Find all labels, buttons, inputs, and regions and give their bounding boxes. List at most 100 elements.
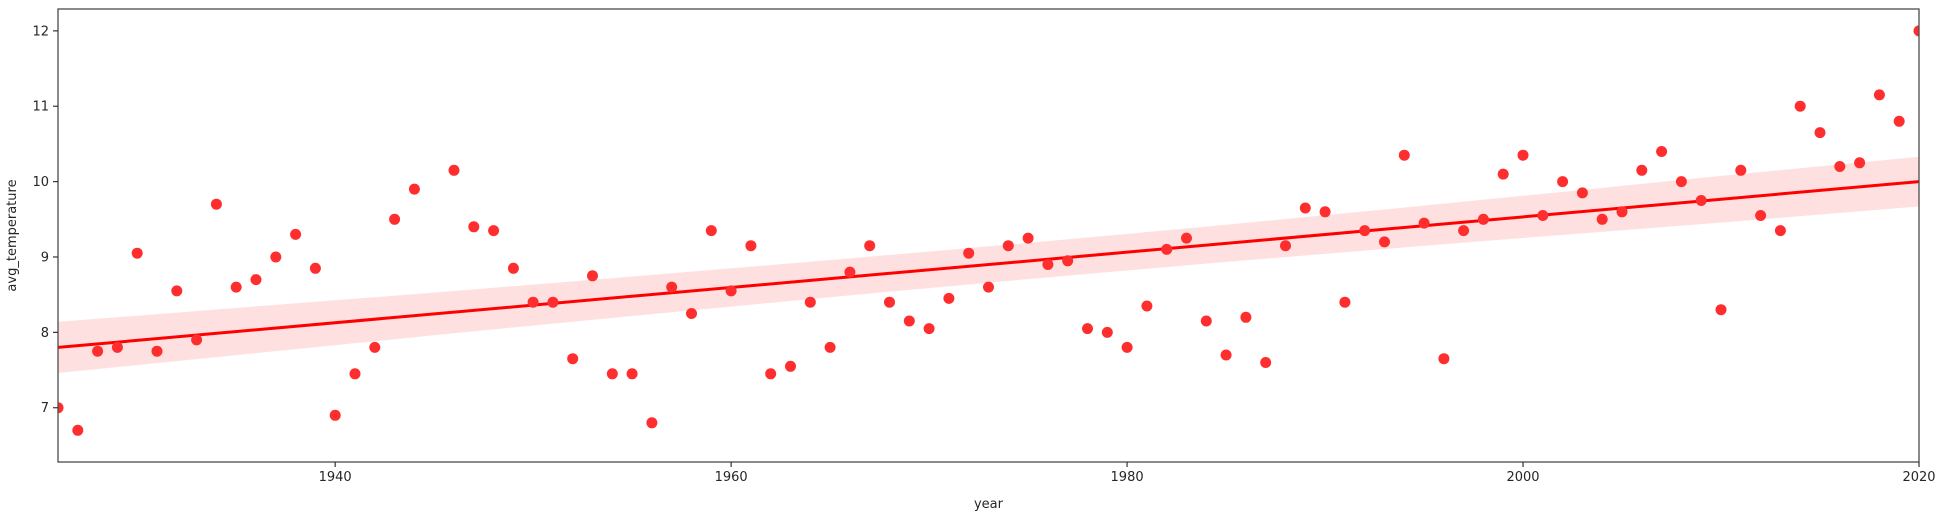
data-point xyxy=(1200,315,1212,327)
data-point xyxy=(567,353,579,365)
data-point xyxy=(1121,341,1133,353)
data-point xyxy=(1774,225,1786,237)
data-point xyxy=(1280,240,1291,252)
data-point xyxy=(230,281,242,293)
data-point xyxy=(1161,243,1173,255)
data-point xyxy=(1101,326,1113,338)
data-point xyxy=(864,240,876,252)
data-point xyxy=(1517,149,1529,161)
data-point xyxy=(1656,146,1668,157)
data-point xyxy=(1141,300,1153,312)
data-point xyxy=(884,296,895,308)
data-point xyxy=(725,285,737,297)
data-point xyxy=(58,402,64,414)
data-point xyxy=(1002,240,1014,252)
data-point xyxy=(1834,161,1846,172)
data-point xyxy=(1299,202,1311,214)
data-point xyxy=(1359,225,1371,237)
data-point xyxy=(448,164,460,176)
data-point xyxy=(983,281,994,293)
data-point xyxy=(587,270,598,282)
data-point xyxy=(488,225,500,237)
data-point xyxy=(1913,25,1919,37)
data-point xyxy=(606,368,618,380)
data-point xyxy=(369,341,381,353)
y-tick-label: 8 xyxy=(41,326,49,341)
data-point xyxy=(1458,225,1470,237)
x-tick-label: 1960 xyxy=(715,470,748,485)
y-tick-label: 11 xyxy=(32,100,49,115)
data-point xyxy=(1794,100,1806,112)
data-point xyxy=(408,183,420,195)
x-tick-label: 1980 xyxy=(1111,470,1144,485)
data-point xyxy=(626,368,638,380)
data-point xyxy=(1379,236,1390,248)
data-point xyxy=(1260,357,1272,368)
data-point xyxy=(1576,187,1588,199)
data-point xyxy=(270,251,282,263)
plot-area xyxy=(57,8,1920,463)
data-point xyxy=(92,345,104,357)
y-axis-label: avg_temperature xyxy=(5,179,20,291)
y-tick-label: 9 xyxy=(41,250,49,265)
data-point xyxy=(1240,311,1252,323)
data-point xyxy=(1022,232,1034,244)
data-point xyxy=(1220,349,1232,361)
data-point xyxy=(1438,353,1450,365)
data-point xyxy=(131,247,143,259)
data-point xyxy=(1873,89,1885,101)
data-point xyxy=(72,424,84,436)
y-tick-label: 12 xyxy=(32,24,49,39)
data-point xyxy=(349,368,361,380)
data-point xyxy=(1636,164,1648,176)
data-point xyxy=(903,315,915,327)
data-point xyxy=(290,228,302,240)
data-point xyxy=(507,262,519,274)
data-point xyxy=(844,266,856,278)
data-point xyxy=(151,345,163,357)
data-point xyxy=(1319,206,1331,218)
data-point xyxy=(1854,157,1866,169)
data-point xyxy=(1497,168,1509,180)
data-point xyxy=(804,296,816,308)
data-point xyxy=(1596,213,1608,225)
y-tick-label: 10 xyxy=(32,175,49,190)
regression-line xyxy=(58,180,1919,349)
x-tick-label: 2020 xyxy=(1902,470,1935,485)
x-axis-label: year xyxy=(974,497,1004,512)
data-point xyxy=(1814,127,1826,139)
data-point xyxy=(1398,149,1410,161)
data-point xyxy=(547,296,559,308)
data-point xyxy=(705,225,717,237)
data-point xyxy=(329,409,341,421)
data-point xyxy=(686,308,697,319)
data-point xyxy=(1557,176,1569,188)
data-point xyxy=(389,213,401,225)
data-point xyxy=(210,198,222,210)
data-point xyxy=(1477,213,1489,225)
data-point xyxy=(1755,210,1767,221)
data-point xyxy=(1695,195,1707,206)
data-point xyxy=(1062,255,1074,267)
data-point xyxy=(1042,259,1054,270)
data-point xyxy=(1893,115,1905,127)
data-point xyxy=(1715,304,1727,316)
data-point xyxy=(1339,296,1351,308)
data-point xyxy=(745,240,757,252)
data-point xyxy=(1181,232,1192,244)
data-point xyxy=(1537,210,1549,221)
data-point xyxy=(171,285,183,297)
data-point xyxy=(666,281,678,293)
data-point xyxy=(250,274,262,286)
x-tick-label: 2000 xyxy=(1506,470,1539,485)
data-point xyxy=(1616,206,1628,218)
data-point xyxy=(765,368,777,380)
data-point xyxy=(111,341,123,353)
data-point xyxy=(923,323,935,335)
data-point xyxy=(527,296,539,308)
data-point xyxy=(1675,176,1687,188)
data-point xyxy=(1735,164,1747,176)
y-tick-label: 7 xyxy=(41,401,49,416)
